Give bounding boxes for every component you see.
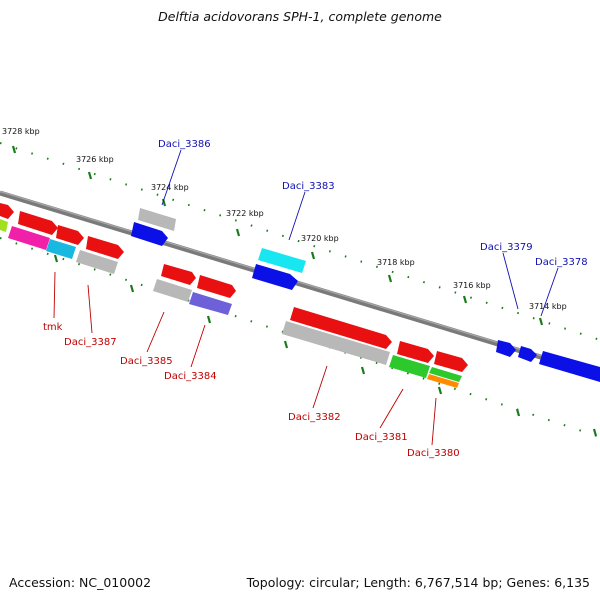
- lower-tick-3: [206, 315, 212, 324]
- gene-label-daci-3378[interactable]: Daci_3378: [535, 257, 588, 268]
- scale-label: 3724 kbp: [151, 183, 189, 192]
- gene-daci-3385[interactable]: [153, 279, 192, 302]
- scale-label: 3716 kbp: [453, 281, 491, 290]
- upper-scale-ticks: [11, 145, 544, 326]
- lower-tick-8: [592, 428, 598, 437]
- gene-tmk[interactable]: [8, 226, 50, 250]
- scale-label: 3722 kbp: [226, 209, 264, 218]
- leader-daci-3380: [431, 397, 437, 446]
- lower-tick-7: [515, 408, 521, 417]
- gene-arrow[interactable]: [18, 211, 58, 235]
- lower-tick-1: [53, 254, 59, 263]
- gene-daci-3381[interactable]: [389, 355, 430, 378]
- gene-daci-3387[interactable]: [76, 250, 118, 274]
- gene-daci-3382[interactable]: [282, 321, 390, 365]
- gene-arrow[interactable]: [46, 239, 76, 259]
- gene-daci-3384[interactable]: [189, 292, 232, 315]
- scale-label: 3714 kbp: [529, 302, 567, 311]
- leader-lines-bottom: [53, 271, 437, 446]
- tick-3728: [11, 145, 17, 154]
- gene-arrow[interactable]: [0, 219, 8, 232]
- lower-tick-4: [283, 340, 289, 349]
- leader-lines-top: [161, 149, 559, 317]
- lower-tick-5: [360, 366, 366, 375]
- gene-daci-3386[interactable]: [138, 208, 176, 231]
- gene-label-daci-3383[interactable]: Daci_3383: [282, 181, 335, 192]
- lower-tick-6: [437, 386, 443, 395]
- leader-tmk: [53, 271, 56, 319]
- gene-arrow[interactable]: [0, 203, 14, 219]
- leader-daci-3385: [146, 311, 165, 353]
- tick-3718: [387, 274, 393, 283]
- scale-label: 3718 kbp: [377, 258, 415, 267]
- gene-arrow[interactable]: [56, 225, 84, 245]
- scale-label: 3726 kbp: [76, 155, 114, 164]
- gene-arrow[interactable]: [161, 264, 196, 285]
- leader-daci-3379: [502, 252, 519, 310]
- gene-arrow[interactable]: [197, 275, 236, 298]
- gene-label-daci-3379[interactable]: Daci_3379: [480, 242, 533, 253]
- tick-3714: [538, 317, 544, 326]
- tick-3726: [87, 171, 93, 180]
- gene-daci-3380-a[interactable]: [429, 367, 462, 382]
- tick-3716: [462, 295, 468, 304]
- gene-daci-3379[interactable]: [496, 340, 516, 357]
- gene-arrow[interactable]: [518, 346, 537, 362]
- gene-label-tmk[interactable]: tmk: [43, 322, 63, 333]
- leader-daci-3384: [190, 324, 206, 368]
- tick-3722: [235, 228, 241, 237]
- gene-label-daci-3384[interactable]: Daci_3384: [164, 371, 217, 382]
- accession-text: Accession: NC_010002: [9, 575, 152, 590]
- gene-arrow[interactable]: [434, 351, 468, 372]
- gene-arrow[interactable]: [252, 264, 298, 290]
- scale-label: 3720 kbp: [301, 234, 339, 243]
- gene-label-daci-3385[interactable]: Daci_3385: [120, 356, 173, 367]
- gene-arrow[interactable]: [131, 222, 168, 246]
- gene-label-daci-3381[interactable]: Daci_3381: [355, 432, 408, 443]
- gene-arrow[interactable]: [290, 307, 392, 349]
- gene-arrow[interactable]: [397, 341, 434, 363]
- gene-label-daci-3380[interactable]: Daci_3380: [407, 448, 460, 459]
- leader-daci-3386: [161, 149, 182, 206]
- gene-daci-3380-b[interactable]: [427, 374, 459, 388]
- gene-label-daci-3382[interactable]: Daci_3382: [288, 412, 341, 423]
- leader-daci-3382: [312, 365, 328, 409]
- leader-daci-3383: [288, 191, 306, 241]
- leader-daci-3381: [379, 388, 404, 429]
- leader-daci-3387: [87, 284, 93, 334]
- leader-daci-3378: [540, 267, 559, 317]
- topology-text: Topology: circular; Length: 6,767,514 bp…: [246, 575, 590, 590]
- gene-arrow[interactable]: [86, 236, 124, 259]
- gene-label-daci-3386[interactable]: Daci_3386: [158, 139, 211, 150]
- genome-title: Delftia acidovorans SPH-1, complete geno…: [158, 9, 442, 24]
- gene-daci-3383[interactable]: [258, 248, 306, 273]
- lower-scale-ticks: [53, 254, 598, 437]
- gene-daci-3378[interactable]: [539, 351, 600, 382]
- lower-tick-2: [129, 284, 135, 293]
- gene-label-daci-3387[interactable]: Daci_3387: [64, 337, 117, 348]
- scale-label: 3728 kbp: [2, 127, 40, 136]
- tick-3720: [310, 251, 316, 260]
